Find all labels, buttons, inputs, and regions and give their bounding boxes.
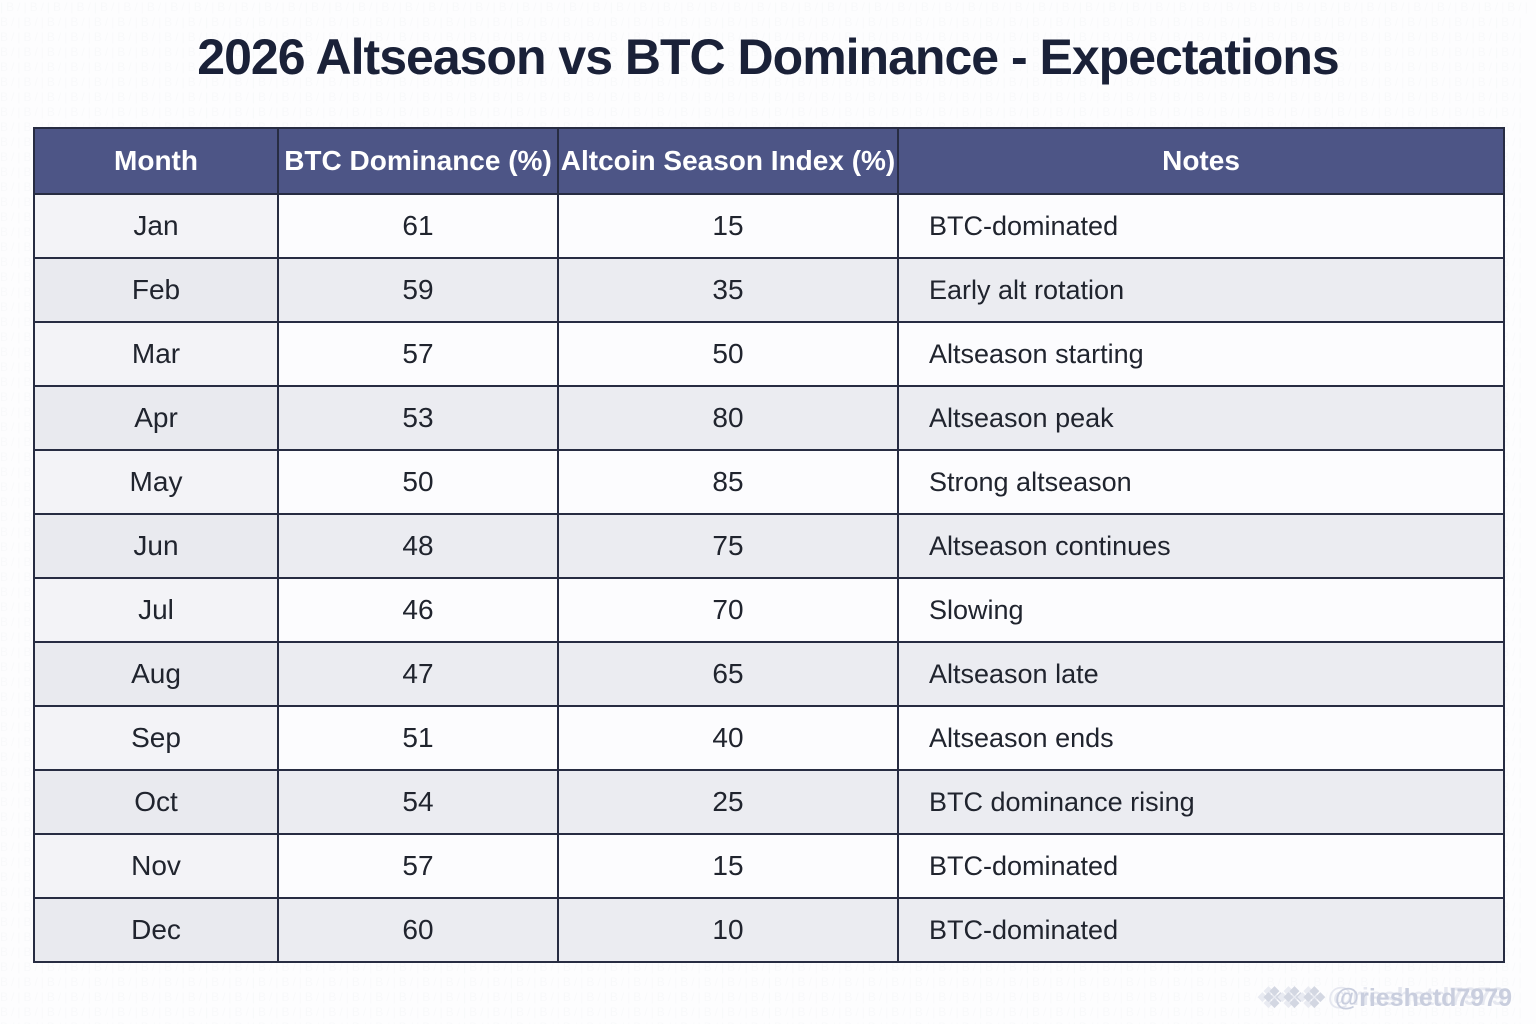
header-altcoin-season-index: Altcoin Season Index (%)	[557, 127, 899, 195]
altcoin-index-cell: 85	[557, 449, 899, 515]
btc-dominance-cell: 57	[277, 321, 559, 387]
notes-cell: Altseason peak	[897, 385, 1505, 451]
notes-cell: Altseason starting	[897, 321, 1505, 387]
btc-dominance-cell: 47	[277, 641, 559, 707]
btc-dominance-cell: 59	[277, 257, 559, 323]
month-cell: Mar	[33, 321, 279, 387]
table-row: Mar 57 50 Altseason starting	[33, 321, 1505, 387]
notes-cell: Altseason ends	[897, 705, 1505, 771]
notes-cell: Altseason continues	[897, 513, 1505, 579]
notes-cell: Altseason late	[897, 641, 1505, 707]
notes-cell: BTC dominance rising	[897, 769, 1505, 835]
btc-dominance-cell: 46	[277, 577, 559, 643]
table-row: Aug 47 65 Altseason late	[33, 641, 1505, 707]
btc-dominance-cell: 57	[277, 833, 559, 899]
month-cell: Sep	[33, 705, 279, 771]
altcoin-index-cell: 80	[557, 385, 899, 451]
diamond-logo-icon: ❖	[1300, 982, 1328, 1015]
header-month: Month	[33, 127, 279, 195]
altcoin-index-cell: 65	[557, 641, 899, 707]
notes-cell: Early alt rotation	[897, 257, 1505, 323]
altcoin-index-cell: 25	[557, 769, 899, 835]
header-notes: Notes	[897, 127, 1505, 195]
watermark-text-ghost: @rieshetd7979	[1327, 983, 1505, 1011]
month-cell: Jun	[33, 513, 279, 579]
table-row: Sep 51 40 Altseason ends	[33, 705, 1505, 771]
altcoin-index-cell: 10	[557, 897, 899, 963]
header-row: Month BTC Dominance (%) Altcoin Season I…	[33, 127, 1505, 195]
altseason-expectations-table: Month BTC Dominance (%) Altcoin Season I…	[33, 127, 1505, 963]
month-cell: Feb	[33, 257, 279, 323]
notes-cell: Strong altseason	[897, 449, 1505, 515]
notes-cell: BTC-dominated	[897, 897, 1505, 963]
table-row: Feb 59 35 Early alt rotation	[33, 257, 1505, 323]
btc-dominance-cell: 50	[277, 449, 559, 515]
month-cell: Apr	[33, 385, 279, 451]
btc-dominance-cell: 53	[277, 385, 559, 451]
month-cell: Dec	[33, 897, 279, 963]
watermark-text-wrap: @rieshetd7979 @rieshetd7979	[1328, 983, 1512, 1014]
table-row: Jan 61 15 BTC-dominated	[33, 193, 1505, 259]
table-row: Jun 48 75 Altseason continues	[33, 513, 1505, 579]
btc-dominance-cell: 48	[277, 513, 559, 579]
month-cell: May	[33, 449, 279, 515]
altcoin-index-cell: 40	[557, 705, 899, 771]
diamond-logo-icon: ❖	[1261, 982, 1288, 1015]
notes-cell: BTC-dominated	[897, 193, 1505, 259]
table-row: May 50 85 Strong altseason	[33, 449, 1505, 515]
month-cell: Jul	[33, 577, 279, 643]
month-cell: Jan	[33, 193, 279, 259]
author-watermark: ❖ ❖ ❖ @rieshetd7979 @rieshetd7979	[1261, 982, 1512, 1015]
btc-dominance-cell: 60	[277, 897, 559, 963]
btc-dominance-cell: 51	[277, 705, 559, 771]
btc-dominance-cell: 54	[277, 769, 559, 835]
altcoin-index-cell: 15	[557, 193, 899, 259]
table-row: Dec 60 10 BTC-dominated	[33, 897, 1505, 963]
table-header: Month BTC Dominance (%) Altcoin Season I…	[33, 127, 1505, 195]
table-row: Apr 53 80 Altseason peak	[33, 385, 1505, 451]
altcoin-index-cell: 75	[557, 513, 899, 579]
btc-dominance-cell: 61	[277, 193, 559, 259]
month-cell: Oct	[33, 769, 279, 835]
altcoin-index-cell: 35	[557, 257, 899, 323]
table-row: Jul 46 70 Slowing	[33, 577, 1505, 643]
month-cell: Aug	[33, 641, 279, 707]
notes-cell: Slowing	[897, 577, 1505, 643]
table-row: Oct 54 25 BTC dominance rising	[33, 769, 1505, 835]
notes-cell: BTC-dominated	[897, 833, 1505, 899]
diamond-logo-icon: ❖	[1280, 982, 1308, 1015]
table-body: Jan 61 15 BTC-dominated Feb 59 35 Early alt rot…	[33, 193, 1505, 963]
page-title: 2026 Altseason vs BTC Dominance - Expect…	[197, 29, 1339, 85]
altcoin-index-cell: 15	[557, 833, 899, 899]
month-cell: Nov	[33, 833, 279, 899]
table-row: Nov 57 15 BTC-dominated	[33, 833, 1505, 899]
header-btc-dominance: BTC Dominance (%)	[277, 127, 559, 195]
watermark-text: @rieshetd7979	[1334, 984, 1512, 1012]
altcoin-index-cell: 50	[557, 321, 899, 387]
altcoin-index-cell: 70	[557, 577, 899, 643]
